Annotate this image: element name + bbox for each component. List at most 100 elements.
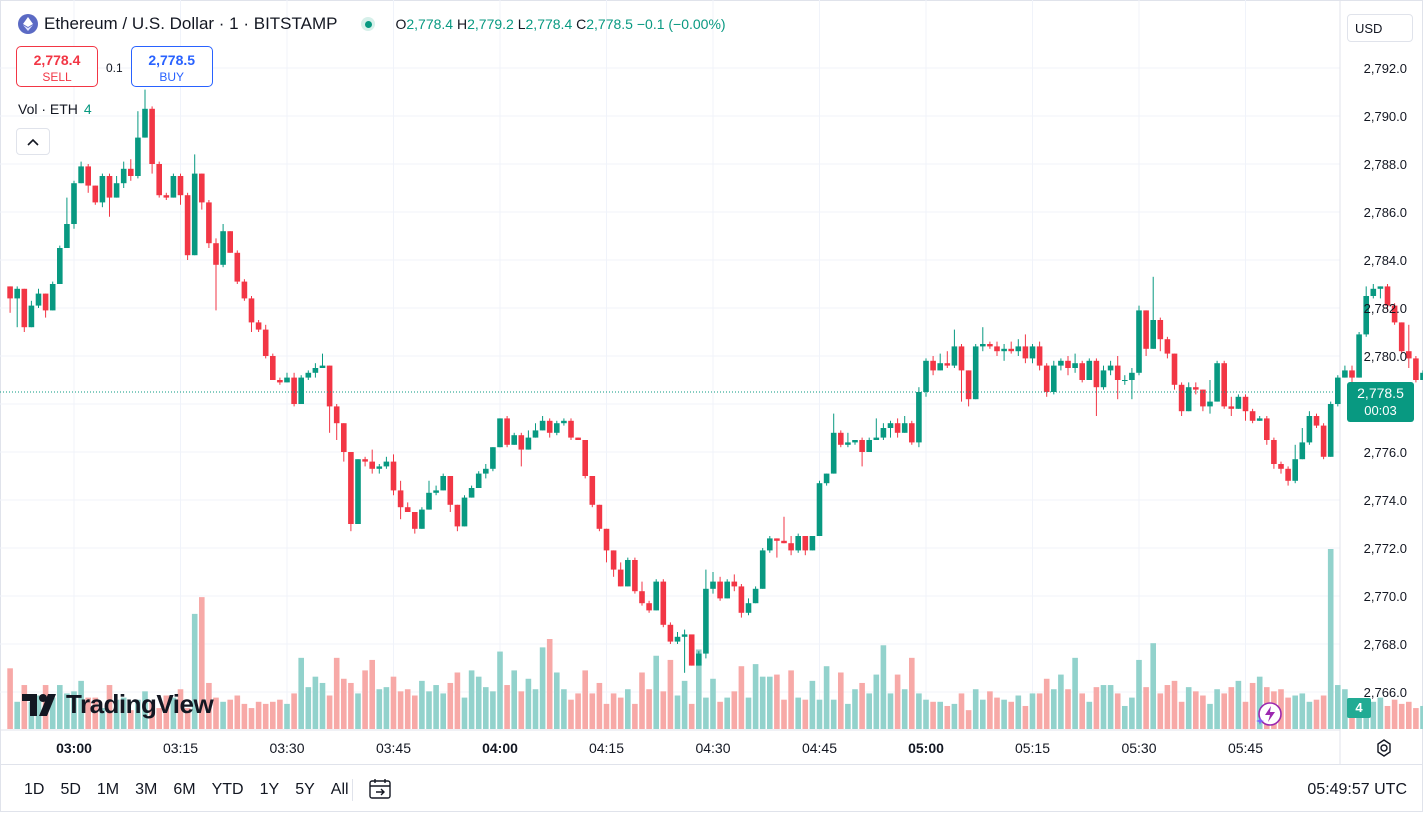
candle [596,504,603,532]
volume-bar [142,691,148,729]
market-status-icon[interactable] [361,17,376,31]
tradingview-logo-text: TradingView [66,689,214,719]
candle-body [184,195,191,256]
tradingview-logo-icon [22,693,56,716]
volume-bar [994,697,1000,729]
candle-body [305,372,312,378]
candle [688,634,695,666]
volume-bar [1051,689,1057,729]
lightning-icon[interactable] [1256,700,1284,728]
candle-body [341,423,347,452]
volume-bar [426,691,432,729]
candle [816,480,823,536]
candle [454,504,461,532]
time-tick-label: 05:15 [1015,740,1050,756]
candle [220,224,226,268]
utc-clock[interactable]: 05:49:57 UTC [1307,781,1407,798]
candle [1377,286,1384,299]
volume-bar [397,691,404,729]
volume-bar [603,703,610,729]
volume-bar [724,697,730,729]
candle-body [475,473,482,488]
volume-bar [85,697,91,729]
volume-bar [930,701,936,729]
candle [1029,344,1036,364]
candle [284,372,290,383]
range-button-1y[interactable]: 1Y [259,781,280,798]
candle-body [277,380,283,383]
range-button-5y[interactable]: 5Y [295,781,315,798]
volume-bar [1285,697,1291,729]
candle-body [1228,406,1235,409]
sell-button[interactable]: 2,778.4 SELL [16,46,98,87]
currency-selector[interactable]: USD [1347,14,1413,42]
volume-bar [617,697,624,729]
range-button-3m[interactable]: 3M [135,781,158,798]
tradingview-logo[interactable]: TradingView [22,689,214,720]
candle-body [397,490,404,508]
candle-body [412,512,418,529]
candle [887,420,894,438]
volume-bar [404,689,411,729]
volume-bar [1171,680,1178,729]
collapse-legend-button[interactable] [16,128,50,155]
calendar-goto-icon[interactable] [368,777,394,801]
range-button-6m[interactable]: 6M [173,781,196,798]
candle [1278,461,1284,474]
volume-bar [539,647,546,729]
volume-bar [149,701,155,729]
candle [717,576,723,601]
candle [362,456,368,467]
candle-body [752,588,759,604]
time-tick-label: 04:00 [482,740,518,756]
candle [64,197,70,248]
settings-gear-icon[interactable] [1374,738,1394,758]
candle-body [390,461,397,491]
candle-body [199,173,205,203]
candle [397,480,404,520]
candle [632,557,638,594]
buy-button[interactable]: 2,778.5 BUY [130,46,213,87]
candle-body [1320,425,1327,457]
volume-bar [1114,693,1121,729]
candle-body [1051,365,1057,392]
grid-lines [0,0,1341,764]
candle-body [653,581,659,611]
candle [987,341,993,349]
candle-body [1249,411,1256,421]
candle [1193,382,1199,395]
candle [440,473,446,491]
volume-legend[interactable]: Vol · ETH 4 [18,101,92,117]
volume-bar [312,676,319,729]
volume-bar [511,670,517,729]
volume-bar [376,689,383,729]
symbol-title[interactable]: Ethereum / U.S. Dollar · 1 · BITSTAMP [44,14,338,33]
candle-body [404,507,411,512]
range-button-1d[interactable]: 1D [24,781,45,798]
volume-bar [738,666,745,729]
candle [639,581,645,606]
candle-body [461,497,468,527]
volume-bar [653,655,659,729]
volume-bar [1377,697,1384,729]
volume-bar [362,670,368,729]
candle [951,329,958,368]
volume-bar [1221,693,1227,729]
volume-bar [135,699,141,729]
range-button-5d[interactable]: 5D [60,781,81,798]
range-button-all[interactable]: All [330,781,349,798]
candle-body [965,370,972,400]
candle-body [1036,346,1043,366]
candle [7,286,13,313]
candle [270,353,276,380]
candle [916,387,922,448]
candle-body [795,536,801,551]
candle-body [1015,346,1022,352]
candle-body [1285,468,1291,481]
candle-body [14,288,20,299]
range-button-ytd[interactable]: YTD [211,781,244,798]
volume-bar [1093,687,1100,729]
range-button-1m[interactable]: 1M [96,781,120,798]
candle [135,111,141,179]
